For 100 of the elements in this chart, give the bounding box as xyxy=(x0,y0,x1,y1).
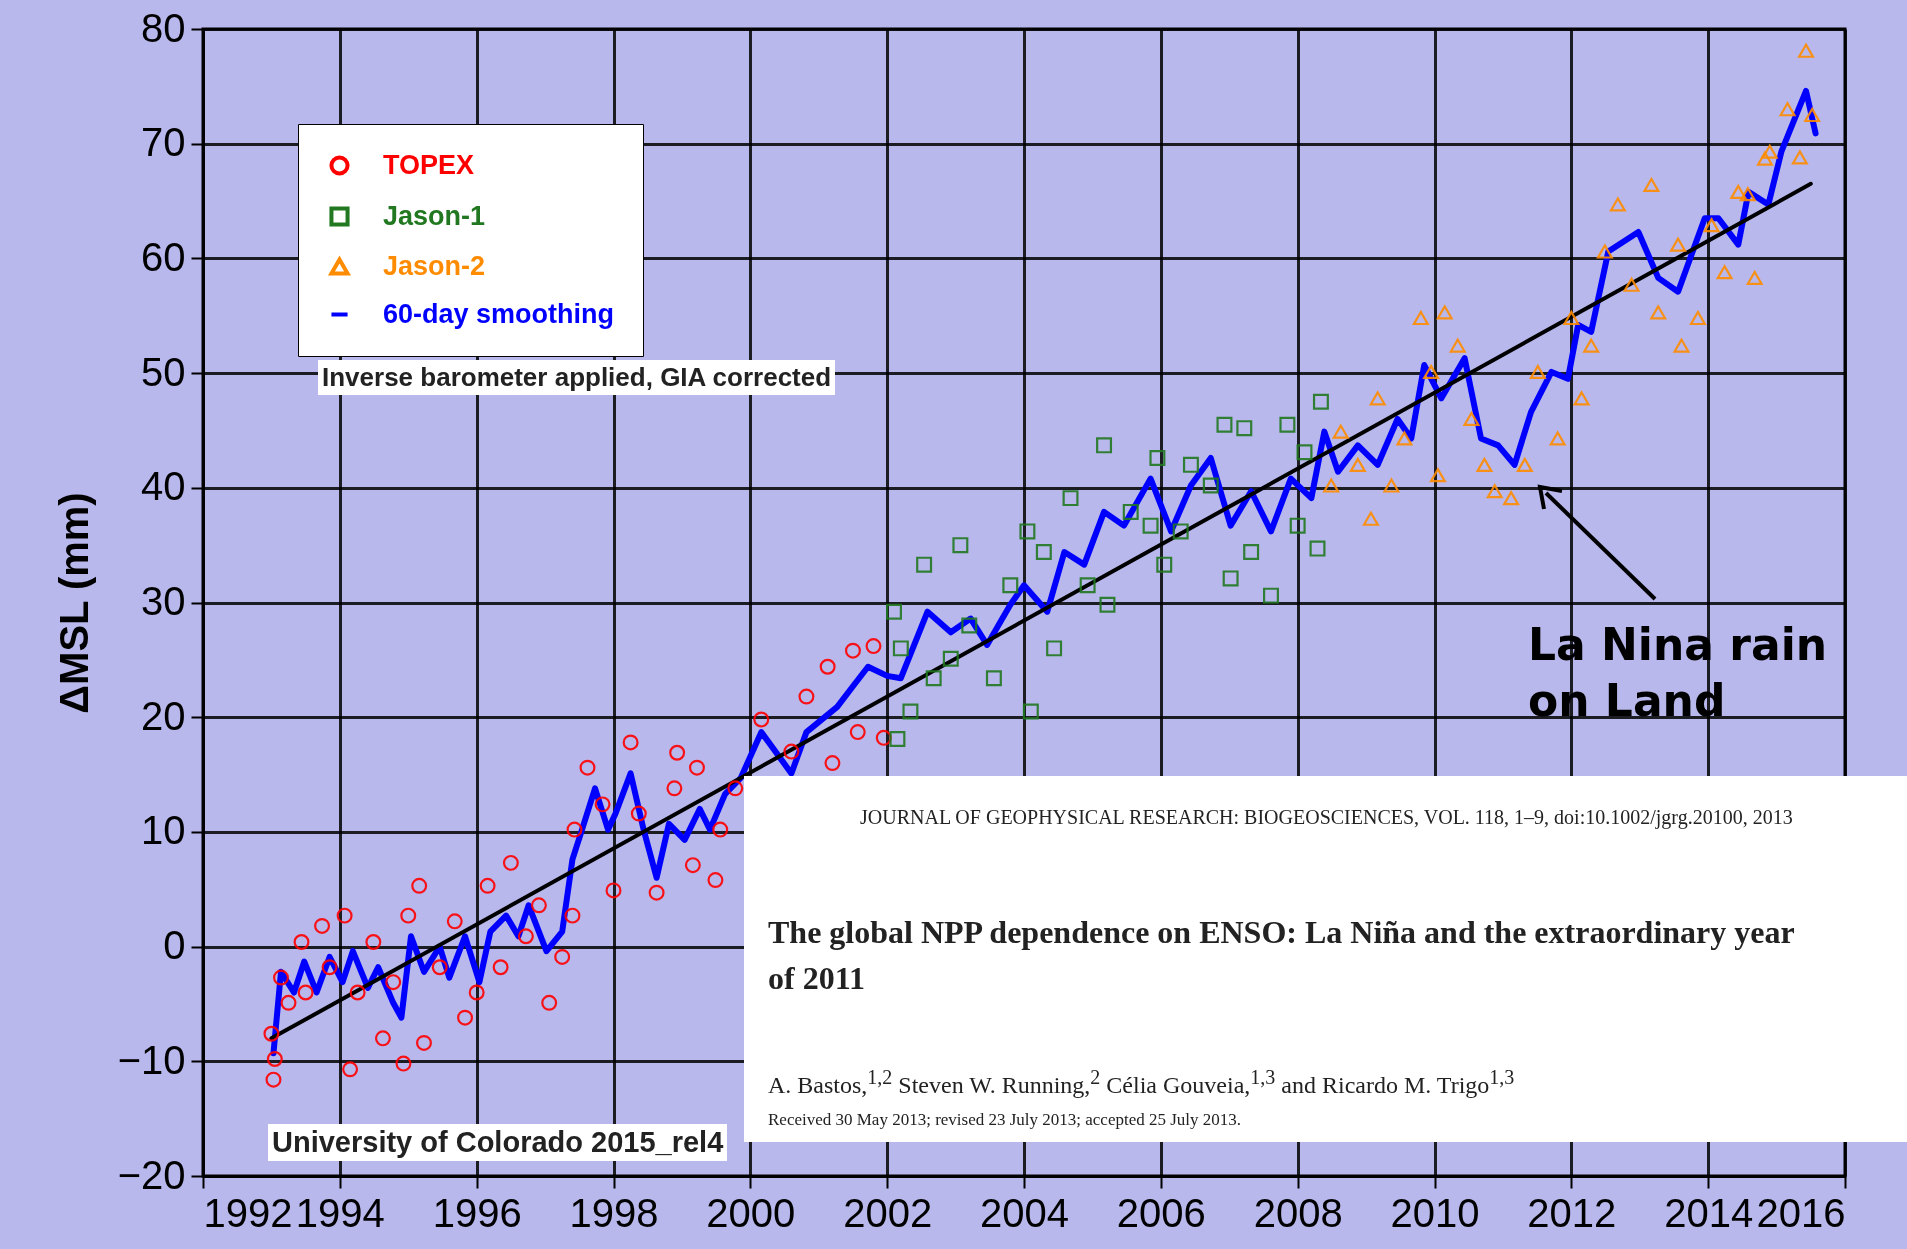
legend-label: 60-day smoothing xyxy=(383,298,615,329)
point xyxy=(411,877,428,894)
x-tick-label: 2016 xyxy=(1756,1190,1846,1235)
point xyxy=(1312,393,1329,410)
point xyxy=(1279,416,1296,433)
point xyxy=(1289,517,1306,534)
point xyxy=(1436,305,1453,320)
x-tick-label: 2012 xyxy=(1527,1190,1617,1235)
point xyxy=(865,638,882,655)
point xyxy=(1182,456,1199,473)
point xyxy=(1323,478,1340,493)
point xyxy=(566,821,583,838)
point xyxy=(1236,420,1253,437)
y-tick-label: 70 xyxy=(141,120,186,165)
annotation: Inverse barometer applied, GIA corrected xyxy=(318,360,836,395)
point xyxy=(1670,237,1687,252)
point xyxy=(1349,457,1366,472)
point xyxy=(1202,477,1219,494)
point xyxy=(1716,265,1733,280)
point xyxy=(1099,596,1116,613)
point xyxy=(1476,457,1493,472)
point xyxy=(985,670,1002,687)
x-tick-label: 2008 xyxy=(1253,1190,1343,1235)
point xyxy=(1503,491,1520,506)
point xyxy=(1643,177,1660,193)
point xyxy=(1243,544,1260,561)
x-tick-label: 2004 xyxy=(980,1190,1069,1235)
x-tick-label: 1992 xyxy=(203,1190,293,1235)
y-tick-label: −10 xyxy=(117,1037,186,1082)
point xyxy=(579,759,596,776)
point xyxy=(415,1034,432,1051)
point xyxy=(1022,703,1039,720)
annotation: JOURNAL OF GEOPHYSICAL RESEARCH: BIOGEOSCIENCES, VOL. 118, 1–9, doi:10.1002/jgrg.20100, 2013 xyxy=(860,806,1793,829)
point xyxy=(1396,431,1413,446)
x-tick-label: 1998 xyxy=(569,1190,659,1235)
point xyxy=(961,617,978,634)
point xyxy=(280,994,297,1011)
point xyxy=(554,948,571,965)
point xyxy=(902,703,919,720)
point xyxy=(263,1025,280,1042)
point xyxy=(798,688,815,705)
point xyxy=(1650,305,1667,320)
point xyxy=(431,959,448,976)
point xyxy=(1423,364,1440,380)
point xyxy=(336,907,353,924)
point xyxy=(1791,150,1808,165)
legend-label: Jason-1 xyxy=(383,200,486,231)
point xyxy=(1309,540,1326,557)
point xyxy=(712,821,729,838)
x-tick-label: 2000 xyxy=(706,1190,796,1235)
y-tick-label: 50 xyxy=(141,349,186,394)
point xyxy=(1412,310,1429,326)
point xyxy=(1142,517,1159,534)
point xyxy=(395,1055,412,1072)
point xyxy=(1449,338,1466,353)
point xyxy=(1222,570,1239,587)
point xyxy=(1429,468,1446,483)
y-tick-label: 60 xyxy=(141,234,186,279)
point xyxy=(1689,310,1706,326)
y-tick-label: 0 xyxy=(163,923,186,968)
point xyxy=(273,969,289,986)
point xyxy=(594,796,611,813)
point xyxy=(374,1030,391,1047)
point xyxy=(622,734,639,751)
point xyxy=(293,934,310,950)
point xyxy=(1779,102,1796,117)
point xyxy=(517,928,534,945)
point xyxy=(889,731,906,747)
y-tick-label: −20 xyxy=(117,1152,186,1197)
point xyxy=(468,984,485,1001)
point xyxy=(753,711,770,728)
point xyxy=(502,854,519,871)
point xyxy=(942,650,959,667)
point xyxy=(1583,338,1600,353)
point xyxy=(342,1061,359,1078)
legend-label: Jason-2 xyxy=(383,250,486,281)
point xyxy=(1756,151,1773,166)
y-tick-label: 10 xyxy=(141,808,186,853)
point xyxy=(1516,457,1533,472)
point xyxy=(385,974,402,991)
point xyxy=(1529,364,1546,380)
point xyxy=(1216,416,1233,433)
point xyxy=(819,658,836,675)
x-tick-label: 2010 xyxy=(1390,1190,1480,1235)
point xyxy=(892,640,909,657)
point xyxy=(875,729,892,746)
point xyxy=(844,642,861,659)
point xyxy=(1062,490,1079,507)
point xyxy=(1739,187,1756,202)
point xyxy=(669,744,686,761)
legend-label: TOPEX xyxy=(383,149,475,180)
point xyxy=(265,1071,282,1088)
x-tick-label: 2014 xyxy=(1664,1190,1754,1235)
point xyxy=(1096,437,1113,454)
point xyxy=(952,537,969,554)
point xyxy=(541,994,558,1011)
point xyxy=(1149,449,1166,466)
point xyxy=(457,1009,474,1026)
point xyxy=(1746,270,1763,285)
point xyxy=(1156,556,1173,573)
